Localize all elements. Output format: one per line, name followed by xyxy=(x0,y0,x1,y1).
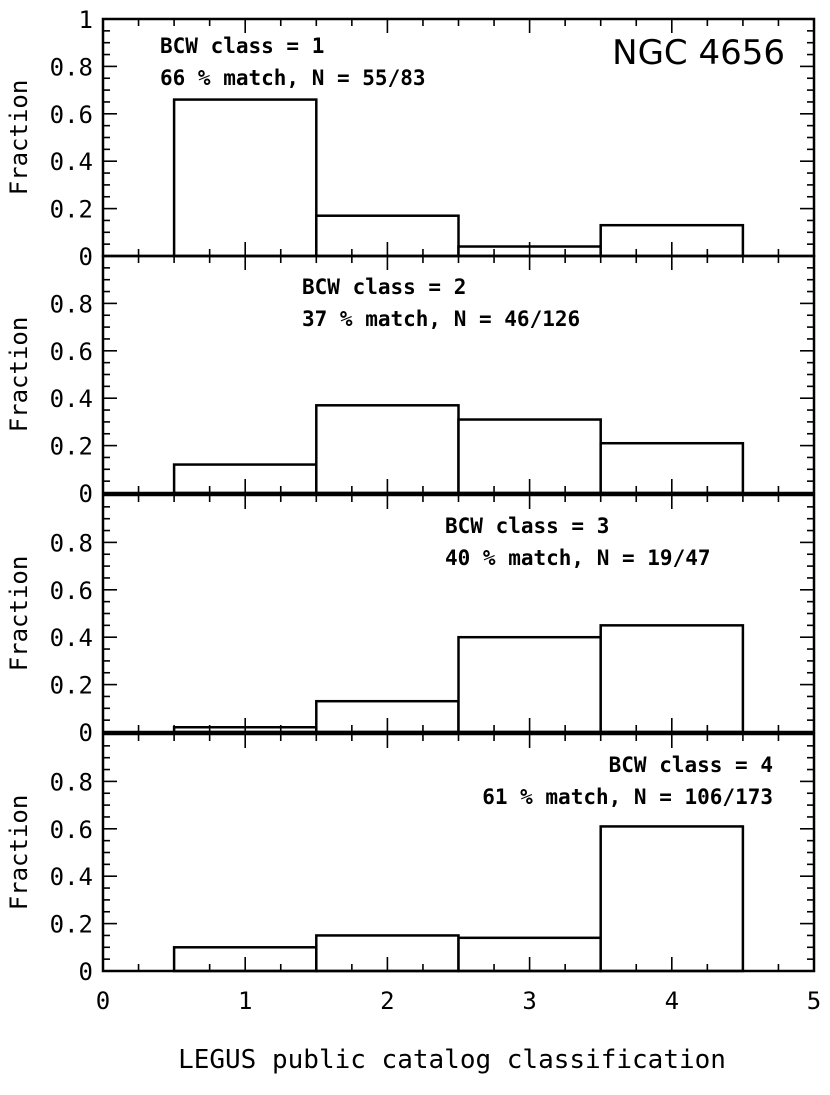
y-tick-label: 0 xyxy=(79,243,93,271)
histogram-panels: 0 0.2 0.4 0.6 0.8 1 Fraction BCW class = 1 66 % … xyxy=(5,6,821,1015)
y-tick-label: 0.8 xyxy=(50,290,93,318)
annotation-match: 37 % match, N = 46/126 xyxy=(302,307,580,331)
panel-frame xyxy=(101,254,816,495)
y-tick-label: 0.4 xyxy=(50,385,93,413)
x-tick-label: 5 xyxy=(807,987,821,1015)
y-axis-label: Fraction xyxy=(5,556,33,672)
bar-class-3 xyxy=(457,635,602,734)
panel-3: 0 0.2 0.4 0.6 0.8 Fraction BCW class = 3 40 % m… xyxy=(5,493,816,747)
panel-2: 0 0.2 0.4 0.6 0.8 Fraction BCW class = 2 37 % m… xyxy=(5,254,816,508)
y-tick-label: 1 xyxy=(79,6,93,34)
y-tick-label: 0.4 xyxy=(50,624,93,652)
annotation-class: BCW class = 2 xyxy=(302,275,466,299)
y-axis-label: Fraction xyxy=(5,795,33,911)
x-tick-label: 3 xyxy=(522,987,536,1015)
y-tick-label: 0.2 xyxy=(50,196,93,224)
panel-4: 0 0.2 0.4 0.6 0.8 Fraction BCW class = 4 61 % m… xyxy=(5,732,816,986)
y-tick-label: 0.8 xyxy=(50,529,93,557)
x-tick-label: 4 xyxy=(665,987,679,1015)
y-tick-label: 0.2 xyxy=(50,911,93,939)
y-tick-label: 0.6 xyxy=(50,101,93,129)
panel-frame xyxy=(101,493,816,734)
y-tick-label: 0 xyxy=(79,958,93,986)
x-tick-label: 2 xyxy=(380,987,394,1015)
annotation-match: 61 % match, N = 106/173 xyxy=(482,785,773,809)
annotation-class: BCW class = 4 xyxy=(609,753,773,777)
panel-1: 0 0.2 0.4 0.6 0.8 1 Fraction BCW class = 1 66 % … xyxy=(5,6,816,271)
galaxy-title: NGC 4656 xyxy=(612,33,785,73)
y-tick-label: 0.4 xyxy=(50,863,93,891)
y-tick-label: 0.6 xyxy=(50,338,93,366)
y-axis-label: Fraction xyxy=(5,80,33,196)
bar-class-1 xyxy=(172,98,318,258)
y-axis-label: Fraction xyxy=(5,317,33,433)
y-tick-label: 0.4 xyxy=(50,148,93,176)
y-tick-label: 0.6 xyxy=(50,577,93,605)
y-tick-label: 0 xyxy=(79,480,93,508)
y-tick-label: 0.8 xyxy=(50,768,93,796)
bar-class-4 xyxy=(599,624,745,734)
annotation-match: 40 % match, N = 19/47 xyxy=(445,546,711,570)
y-tick-label: 0.2 xyxy=(50,433,93,461)
y-tick-label: 0.6 xyxy=(50,816,93,844)
x-tick-label: 1 xyxy=(238,987,252,1015)
bar-class-3 xyxy=(457,936,602,973)
annotation-match: 66 % match, N = 55/83 xyxy=(160,66,426,90)
panel-frame xyxy=(101,732,816,973)
annotation-class: BCW class = 3 xyxy=(445,514,609,538)
x-axis-label: LEGUS public catalog classification xyxy=(178,1045,726,1075)
bar-class-4 xyxy=(599,825,745,973)
x-tick-label: 0 xyxy=(96,987,110,1015)
y-tick-label: 0.8 xyxy=(50,53,93,81)
y-tick-label: 0 xyxy=(79,719,93,747)
bar-class-2 xyxy=(315,404,460,495)
annotation-class: BCW class = 1 xyxy=(160,34,324,58)
y-tick-label: 0.2 xyxy=(50,672,93,700)
